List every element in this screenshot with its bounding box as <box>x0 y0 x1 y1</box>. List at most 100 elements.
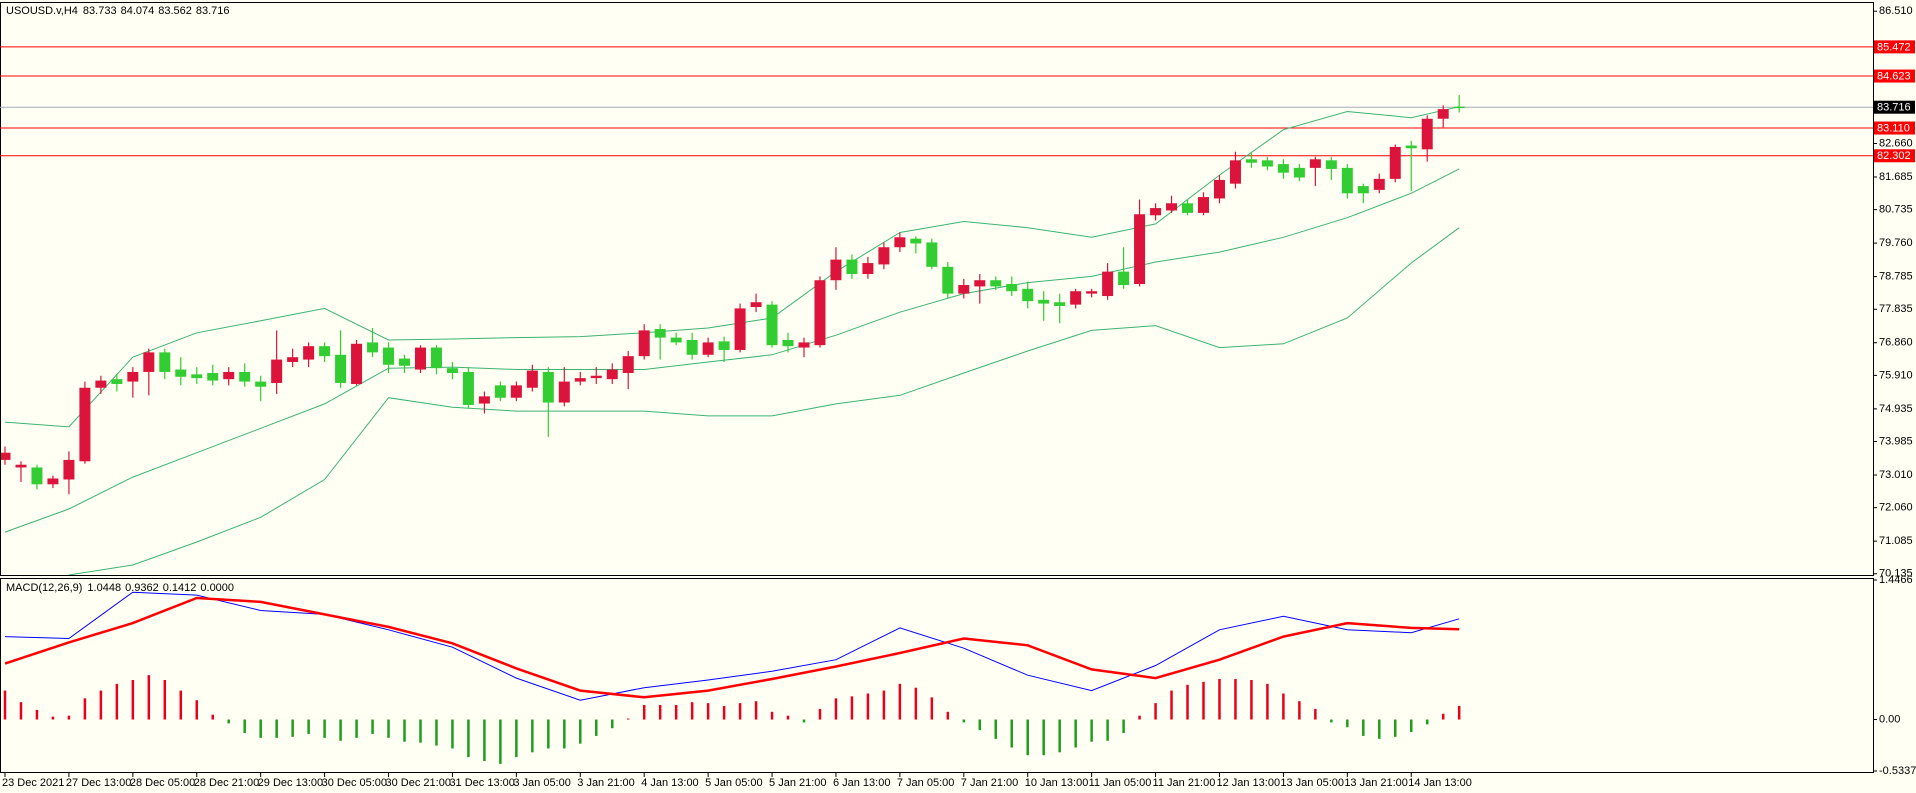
candle-body <box>958 285 970 294</box>
candle-body <box>31 467 43 485</box>
candle-body <box>734 308 746 350</box>
x-tick-label: 4 Jan 13:00 <box>641 777 699 789</box>
x-tick-label: 11 Jan 05:00 <box>1089 777 1152 789</box>
x-tick-label: 12 Jan 13:00 <box>1216 777 1280 789</box>
candle-body <box>1293 167 1305 178</box>
candle-body <box>319 346 331 357</box>
candle-body <box>1261 160 1273 167</box>
level-label-box <box>1874 149 1915 163</box>
candle-body <box>686 340 698 355</box>
candle-body <box>1006 284 1018 292</box>
candle-body <box>1134 214 1146 285</box>
current-price-box <box>1874 100 1915 114</box>
candle-body <box>622 356 634 373</box>
candle-body <box>175 369 187 377</box>
candle-body <box>399 358 410 366</box>
candle-body <box>271 359 283 383</box>
candle-body <box>1182 203 1194 213</box>
readout: 83.716 <box>196 5 230 17</box>
candle-body <box>510 385 522 398</box>
candle-body <box>702 342 714 355</box>
candle-body <box>79 387 91 462</box>
candle-body <box>1022 288 1034 302</box>
candle-body <box>1341 167 1353 194</box>
level-label-box <box>1874 69 1915 83</box>
candle-body <box>670 337 682 343</box>
candle-body <box>1070 291 1082 305</box>
readout: 0.0000 <box>200 582 234 594</box>
readout: 0.9362 <box>125 582 159 594</box>
y-tick-label: 78.785 <box>1879 271 1913 283</box>
level-label: 82.302 <box>1877 150 1911 162</box>
candle-body <box>1118 271 1130 286</box>
x-tick-label: 6 Jan 13:00 <box>833 777 891 789</box>
candle-body <box>1389 146 1401 179</box>
candle-body <box>223 371 235 380</box>
macd-line <box>4 591 1460 701</box>
candle-body <box>542 371 554 403</box>
y-tick-label: 80.735 <box>1879 204 1913 216</box>
candle-body <box>974 280 986 287</box>
x-tick-label: 5 Jan 05:00 <box>705 777 763 789</box>
x-tick-label: 13 Jan 21:00 <box>1344 777 1408 789</box>
x-tick-label: 28 Dec 05:00 <box>130 777 195 789</box>
y-tick-label: 1.4466 <box>1879 574 1913 586</box>
candle-body <box>718 341 730 350</box>
candle-body <box>95 380 107 388</box>
candle-body <box>606 369 618 380</box>
candle-body <box>1421 118 1433 150</box>
signal-line <box>4 596 1460 699</box>
y-tick-label: 86.510 <box>1879 5 1913 17</box>
readout: 1.0448 <box>87 582 121 594</box>
y-tick-label: 81.685 <box>1879 171 1913 183</box>
level-label: 85.472 <box>1877 41 1911 53</box>
y-tick-label: 74.935 <box>1879 403 1913 415</box>
candle-body <box>1054 302 1066 306</box>
candle-body <box>1150 208 1162 216</box>
current-price-label: 83.716 <box>1877 102 1911 114</box>
candle-body <box>558 381 570 403</box>
y-tick-label: 79.760 <box>1879 237 1913 249</box>
candle-body <box>15 464 27 468</box>
candle-body <box>1245 159 1257 163</box>
readout: 83.562 <box>158 5 192 17</box>
x-tick-label: 27 Dec 13:00 <box>66 777 131 789</box>
candle-body <box>1309 159 1321 168</box>
y-tick-label: 76.860 <box>1879 337 1913 349</box>
candle-body <box>846 259 858 275</box>
candle-body <box>910 238 922 244</box>
indicator-title: MACD(12,26,9) <box>6 582 82 594</box>
y-tick-label: 72.060 <box>1879 502 1913 514</box>
candle-body <box>47 478 59 485</box>
x-tick-label: 23 Dec 2021 <box>2 777 64 789</box>
candle-body <box>862 263 874 275</box>
candle-body <box>351 343 363 384</box>
candle-body <box>462 371 474 405</box>
candle-body <box>1453 106 1465 109</box>
x-tick-label: 3 Jan 05:00 <box>513 777 571 789</box>
readout: 84.074 <box>121 5 155 17</box>
indicator-title: USOUSD.v,H4 <box>6 5 78 17</box>
x-tick-label: 7 Jan 05:00 <box>897 777 955 789</box>
candle-body <box>430 347 442 369</box>
candle-body <box>1038 299 1050 304</box>
level-label-box <box>1874 40 1915 54</box>
candle-body <box>239 371 251 382</box>
candle-body <box>1357 186 1369 194</box>
candle-body <box>383 347 395 365</box>
candle-body <box>127 371 139 382</box>
candle-body <box>287 357 299 362</box>
candle-body <box>654 329 666 338</box>
bollinger-band <box>68 227 1460 575</box>
candle-body <box>1229 160 1241 184</box>
candle-body <box>159 352 171 372</box>
candle-body <box>1373 178 1385 190</box>
x-tick-label: 30 Dec 21:00 <box>386 777 451 789</box>
candle-body <box>478 396 490 404</box>
candle-body <box>1325 160 1337 169</box>
readout: 0.1412 <box>163 582 197 594</box>
x-tick-label: 29 Dec 13:00 <box>258 777 323 789</box>
level-label: 83.110 <box>1877 122 1910 134</box>
